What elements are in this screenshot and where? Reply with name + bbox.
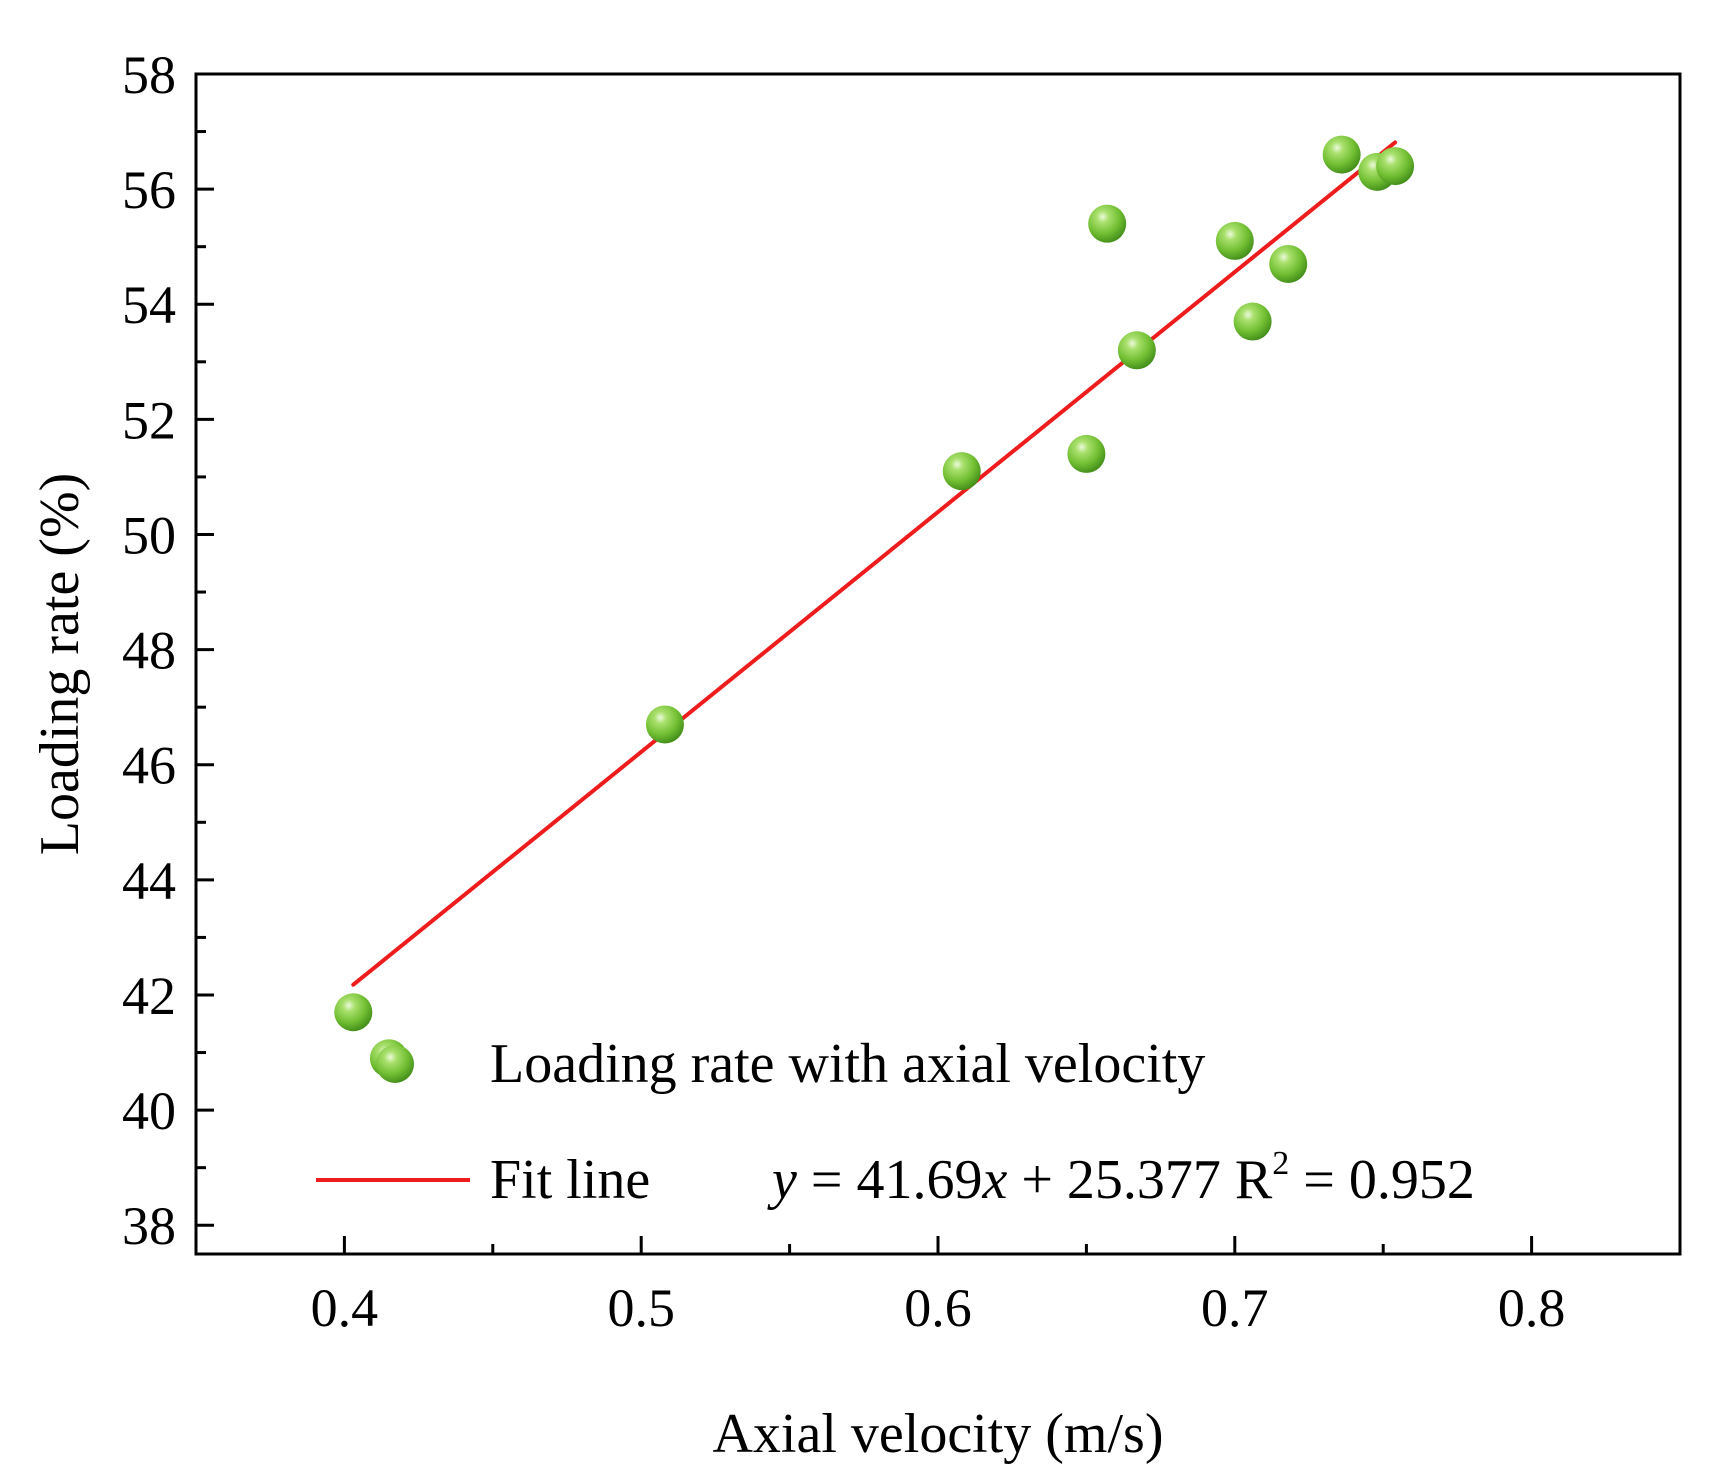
data-point [1088,204,1127,243]
x-axis-label: Axial velocity (m/s) [712,1403,1163,1465]
y-tick-label: 50 [122,505,176,565]
data-point [645,705,684,744]
fit-equation: y = 41.69x + 25.377 R2 = 0.952 [767,1145,1475,1211]
equation-y-var: y [767,1149,797,1211]
axes: 0.4 0.5 0.6 0.7 0.8 38 40 42 44 46 48 50 52 54 56 58 [122,45,1682,1338]
equation-x-var: x [981,1149,1007,1211]
data-point [1269,244,1308,283]
data-point [1322,135,1361,174]
x-tick-label: 0.4 [311,1278,379,1338]
y-tick-label: 58 [122,45,176,105]
data-points [334,135,1415,1078]
x-axis-tick-labels: 0.4 0.5 0.6 0.7 0.8 [311,1278,1566,1338]
x-tick-label: 0.7 [1201,1278,1269,1338]
data-point [942,452,981,491]
data-point [334,993,373,1032]
y-tick-label: 40 [122,1081,176,1141]
y-axis-tick-labels: 38 40 42 44 46 48 50 52 54 56 58 [122,45,176,1256]
fit-line-group [351,140,1398,987]
y-tick-label: 42 [122,966,176,1026]
data-point [1067,434,1106,473]
equation-intercept: + 25.377 R [1007,1149,1273,1211]
x-tick-label: 0.5 [607,1278,675,1338]
y-axis-label: Loading rate (%) [29,473,91,855]
y-tick-label: 56 [122,160,176,220]
legend: Loading rate with axial velocity Fit lin… [316,1033,1475,1211]
data-point [1215,221,1254,260]
y-tick-label: 52 [122,390,176,450]
equation-slope: = 41.69 [797,1149,983,1211]
fit-line [351,140,1398,987]
data-point [1376,147,1415,186]
r-squared-superscript: 2 [1272,1145,1289,1182]
y-tick-label: 54 [122,275,176,335]
data-point [1233,302,1272,341]
y-tick-label: 44 [122,851,176,911]
legend-marker-symbol [376,1045,414,1083]
legend-label-scatter: Loading rate with axial velocity [490,1033,1205,1095]
y-axis-ticks [196,72,214,1227]
x-tick-label: 0.8 [1498,1278,1566,1338]
x-axis-ticks [194,1236,1534,1254]
y-tick-label: 46 [122,736,176,796]
y-tick-label: 38 [122,1196,176,1256]
x-tick-label: 0.6 [904,1278,972,1338]
legend-label-fit: Fit line [490,1149,650,1211]
y-tick-label: 48 [122,621,176,681]
r-squared-value: = 0.952 [1289,1149,1475,1211]
data-point [1117,331,1156,370]
